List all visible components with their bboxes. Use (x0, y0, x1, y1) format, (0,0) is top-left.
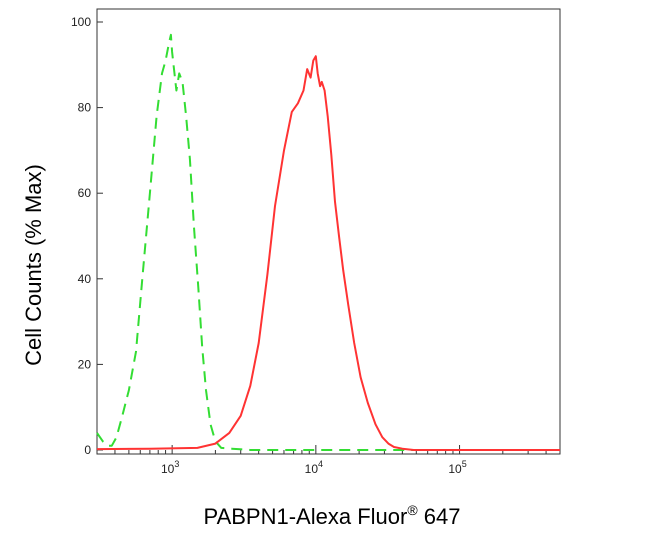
x-tick-label: 105 (448, 459, 466, 476)
x-axis-ticks: 103 104 105 (96, 445, 561, 476)
y-tick-label: 20 (78, 357, 92, 371)
y-axis-ticks: 0 20 40 60 80 100 (71, 15, 103, 457)
x-tick-label: 104 (305, 459, 323, 476)
y-axis-label: Cell Counts (% Max) (21, 164, 46, 366)
series-line-2 (96, 55, 560, 451)
plot-frame (96, 8, 561, 455)
y-tick-label: 80 (78, 101, 92, 115)
y-tick-label: 100 (71, 15, 91, 29)
x-axis-label-suffix: 647 (418, 504, 461, 529)
y-tick-label: 60 (78, 186, 92, 200)
x-axis-label-superscript: ® (407, 502, 418, 518)
series-line-1 (96, 33, 560, 451)
y-tick-label: 0 (84, 443, 91, 457)
x-axis-label-main: PABPN1-Alexa Fluor (204, 504, 408, 529)
x-axis-label: PABPN1-Alexa Fluor® 647 (204, 502, 461, 529)
series-layer (96, 33, 560, 451)
y-tick-label: 40 (78, 272, 92, 286)
x-tick-label: 103 (161, 459, 179, 476)
